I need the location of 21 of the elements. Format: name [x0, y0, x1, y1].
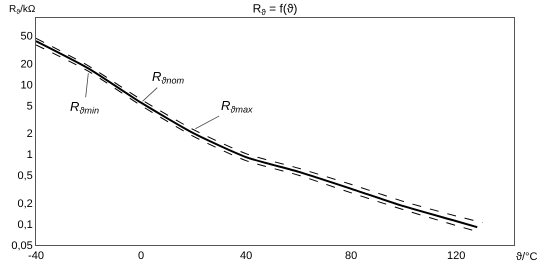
chart-title: R$_{ϑ}$ = f(ϑ): [252, 1, 298, 17]
x-tick-label: -40: [28, 250, 44, 262]
series-label: R$_{ϑmin}$: [70, 99, 100, 116]
series-label: R$_{ϑmax}$: [221, 98, 254, 115]
x-tick-label: 120: [447, 250, 466, 262]
x-tick-label: 40: [240, 250, 252, 262]
y-tick-label: 0,2: [18, 198, 33, 210]
y-tick-label: 5: [26, 100, 33, 112]
y-tick-label: 2: [26, 128, 33, 140]
y-tick-label: 0,5: [18, 170, 33, 182]
y-tick-label: 0,1: [18, 218, 33, 231]
y-axis-title: R$_{ϑ}$/kΩ: [9, 4, 36, 16]
series-label: R$_{ϑnom}$: [152, 69, 185, 86]
x-tick-label: 80: [345, 250, 358, 262]
y-tick-label: 20: [20, 58, 33, 70]
y-tick-label: 1: [26, 149, 33, 162]
y-tick-label: 50: [20, 30, 33, 43]
y-tick-label: 10: [20, 79, 33, 92]
x-tick-label: 0: [138, 250, 144, 262]
y-tick-label: 0,05: [11, 240, 33, 252]
x-axis-title: ϑ/°C: [516, 251, 538, 263]
